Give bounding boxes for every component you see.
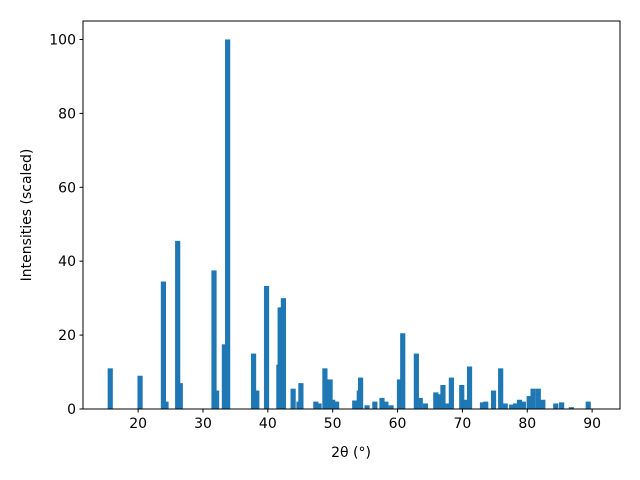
- bar: [322, 368, 328, 409]
- bar: [254, 390, 260, 409]
- bar: [298, 383, 304, 409]
- bar: [383, 401, 389, 409]
- y-tick-label: 20: [58, 328, 76, 344]
- bar: [520, 401, 526, 409]
- bar: [313, 401, 319, 409]
- bar: [448, 377, 454, 409]
- bar: [526, 396, 532, 409]
- bar: [498, 368, 504, 409]
- y-tick-label: 100: [49, 32, 76, 48]
- y-axis-label: Intensities (scaled): [19, 149, 35, 282]
- bar: [437, 394, 443, 409]
- x-tick-label: 40: [259, 416, 277, 432]
- bar: [333, 401, 340, 409]
- bar: [327, 379, 333, 409]
- bar: [463, 399, 469, 409]
- bar: [175, 240, 181, 409]
- bar: [466, 366, 473, 409]
- x-tick-label: 20: [129, 416, 147, 432]
- bar: [483, 401, 489, 409]
- bar: [516, 399, 523, 409]
- bar: [444, 403, 451, 409]
- bar: [225, 39, 231, 409]
- bar: [422, 403, 429, 409]
- bar: [352, 400, 358, 409]
- bar: [357, 377, 364, 409]
- bar: [479, 402, 486, 409]
- y-tick-label: 60: [58, 180, 76, 196]
- bar: [250, 353, 257, 409]
- bar: [330, 399, 336, 409]
- bar: [535, 388, 541, 409]
- bar: [280, 298, 286, 409]
- x-tick-label: 50: [324, 416, 342, 432]
- bar: [440, 384, 446, 409]
- bar: [221, 344, 227, 409]
- bar: [502, 403, 508, 409]
- bar: [459, 384, 465, 409]
- bar: [277, 307, 283, 409]
- x-tick-label: 90: [583, 416, 601, 432]
- bar: [400, 333, 406, 409]
- bar: [214, 390, 220, 409]
- bar: [585, 401, 591, 409]
- bar: [540, 399, 546, 409]
- bar: [568, 407, 574, 409]
- bar: [509, 404, 515, 409]
- bar: [372, 401, 378, 409]
- x-tick-label: 80: [518, 416, 536, 432]
- bar: [211, 270, 217, 409]
- bar: [490, 390, 497, 409]
- x-axis-label: 2θ (°): [331, 445, 371, 461]
- bar: [316, 403, 322, 409]
- y-tick-label: 80: [58, 106, 76, 122]
- x-tick-label: 30: [194, 416, 212, 432]
- bar: [263, 285, 270, 409]
- y-tick-label: 40: [58, 254, 76, 270]
- bar: [530, 388, 536, 409]
- bar: [107, 368, 113, 409]
- bar: [160, 281, 167, 409]
- bar: [379, 397, 385, 409]
- bar: [433, 392, 439, 409]
- bar: [364, 405, 370, 409]
- bar: [137, 375, 143, 409]
- y-tick-label: 0: [67, 402, 76, 418]
- bar: [512, 403, 519, 409]
- bar: [388, 405, 394, 409]
- bar: [290, 388, 296, 409]
- bar: [559, 402, 565, 409]
- x-tick-label: 60: [389, 416, 407, 432]
- bar: [413, 353, 419, 409]
- x-tick-label: 70: [453, 416, 471, 432]
- bar: [417, 397, 423, 409]
- bar: [396, 379, 403, 409]
- bar: [177, 383, 183, 409]
- bar: [163, 401, 169, 409]
- bar: [553, 403, 559, 409]
- plot-frame: [82, 20, 621, 410]
